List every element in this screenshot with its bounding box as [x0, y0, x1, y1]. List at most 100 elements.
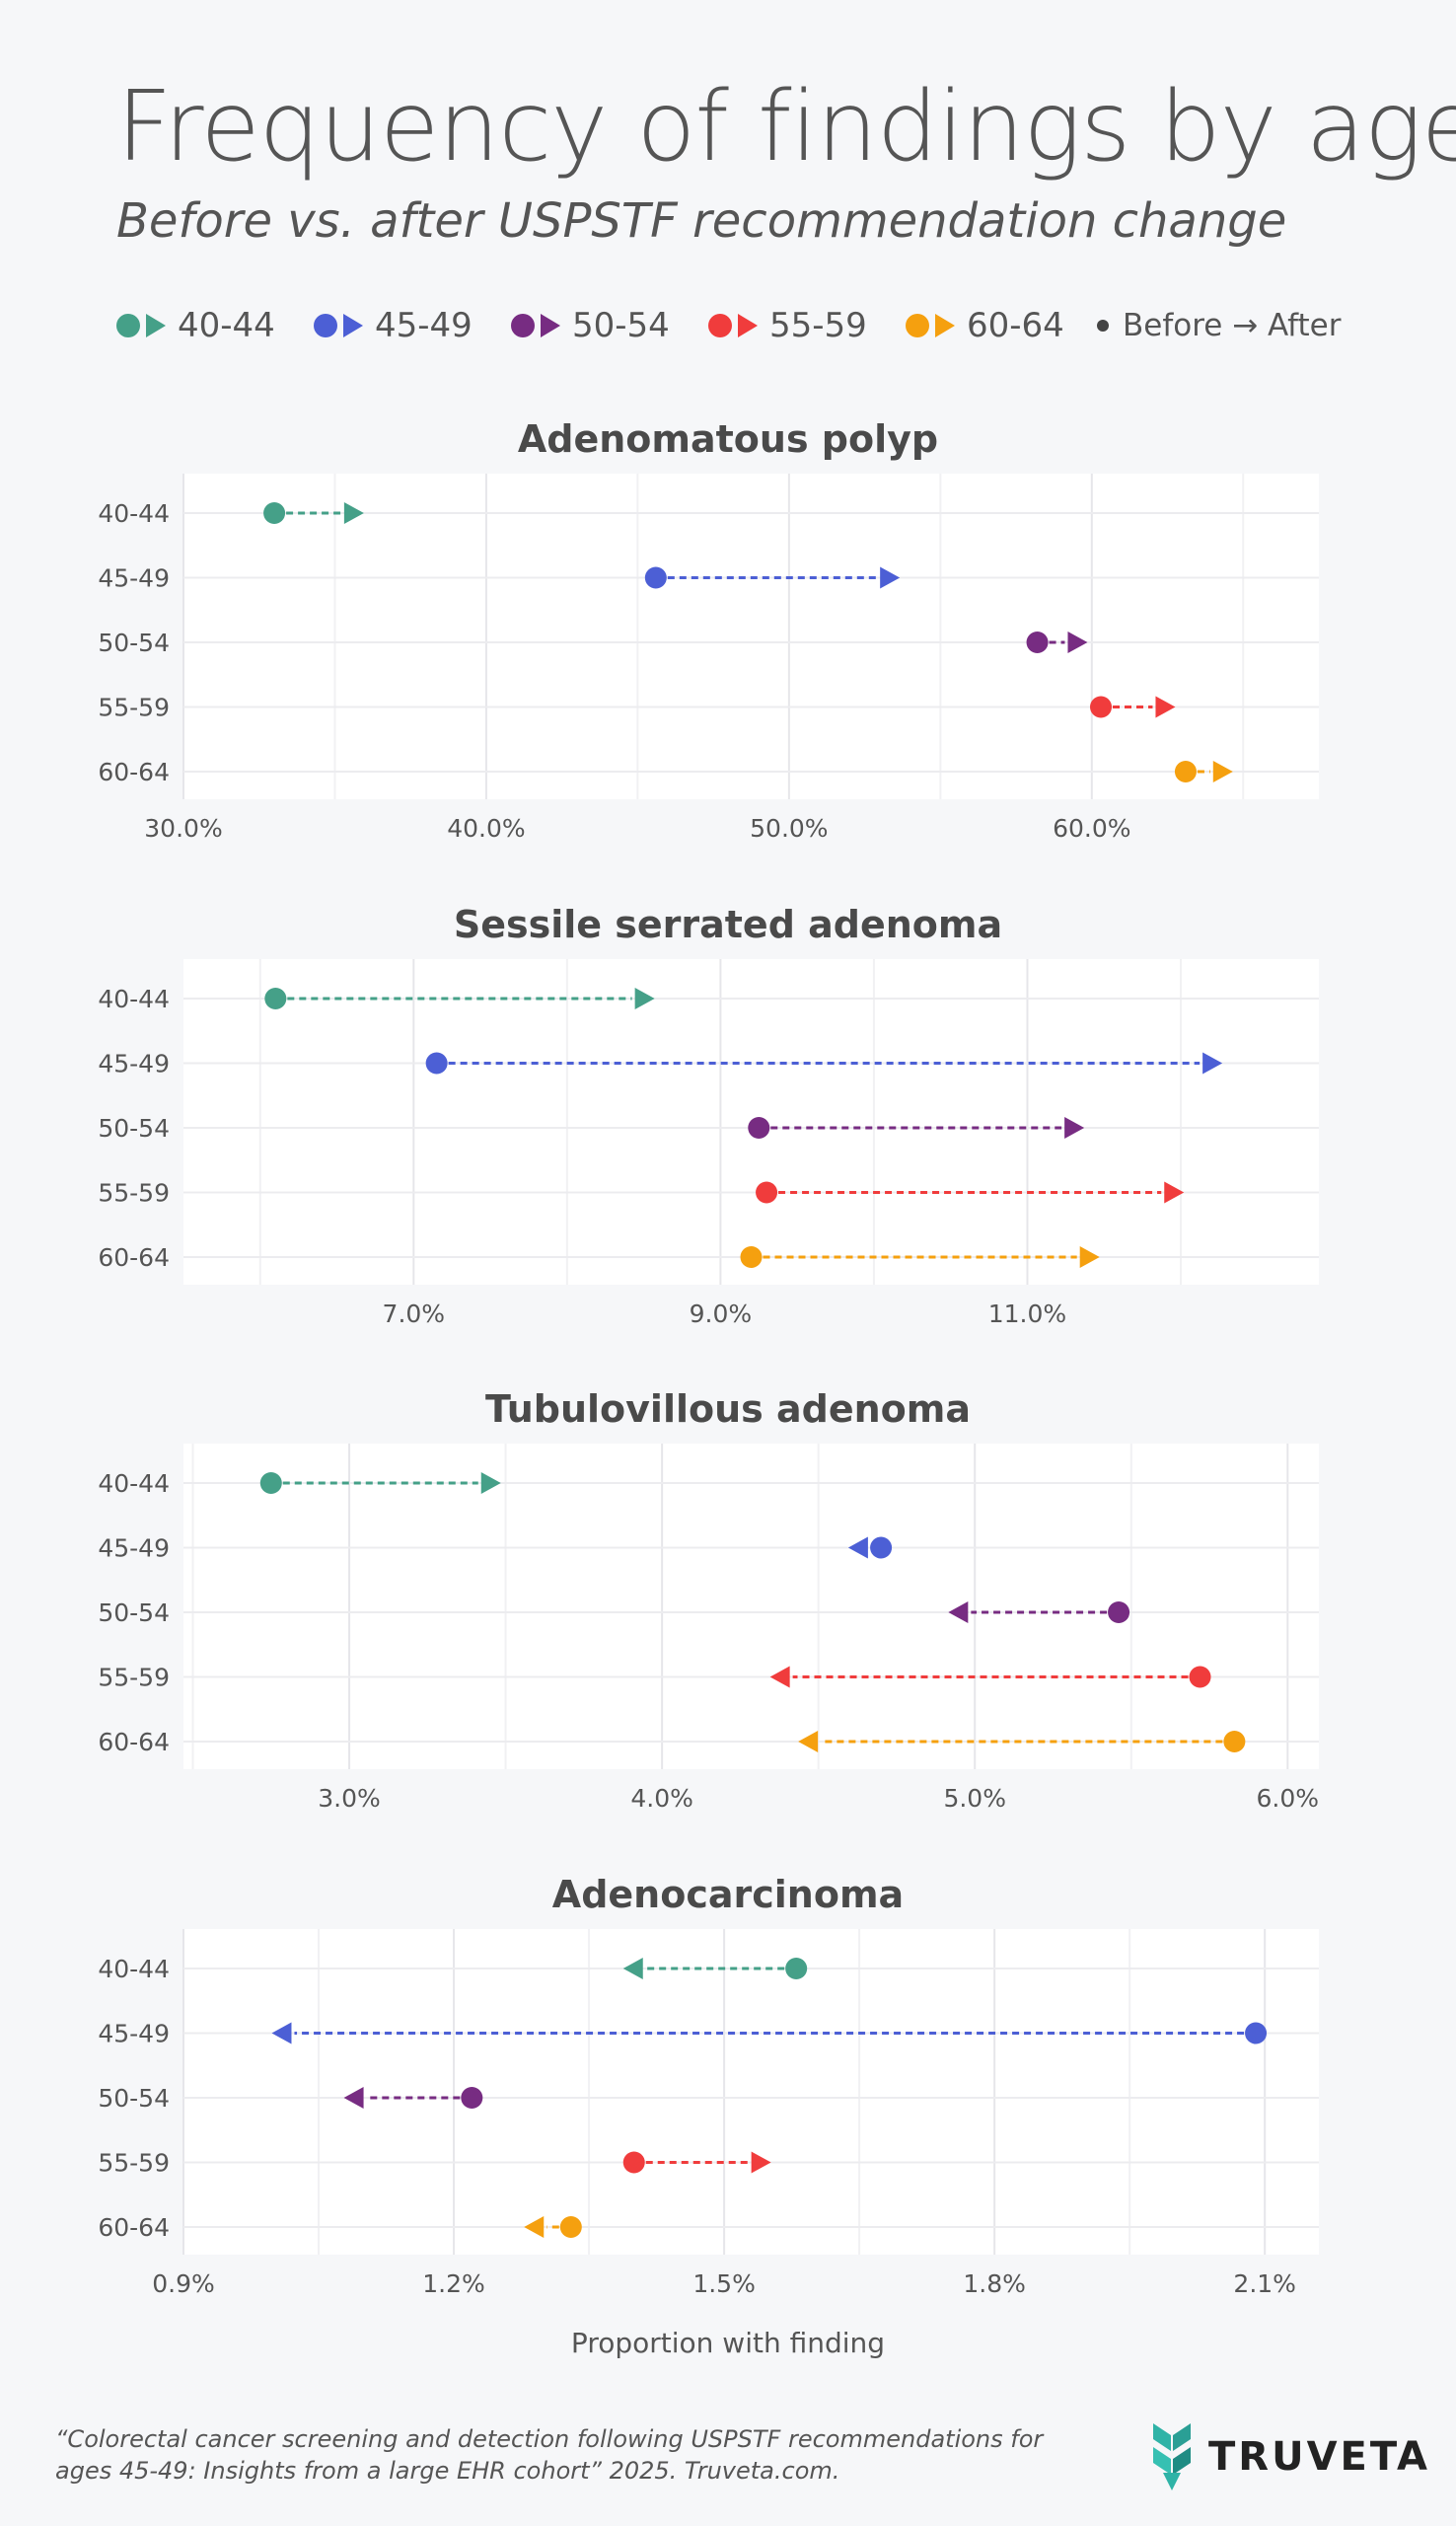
y-category-label: 55-59 — [98, 1664, 170, 1692]
before-marker — [1108, 1601, 1130, 1623]
dot-icon — [1097, 320, 1109, 332]
y-category-label: 55-59 — [98, 694, 170, 722]
y-category-label: 55-59 — [98, 2149, 170, 2178]
x-tick-label: 1.8% — [963, 2269, 1026, 2298]
legend-item-60-64[interactable]: 60-64 — [902, 298, 1064, 353]
before-marker — [264, 988, 287, 1009]
plot-area — [183, 474, 1319, 799]
before-marker — [263, 502, 286, 524]
y-category-label: 50-54 — [98, 2084, 170, 2113]
y-category-label: 50-54 — [98, 1114, 170, 1143]
x-tick-label: 6.0% — [1257, 1784, 1320, 1813]
brand-name: TRUVETA — [1208, 2434, 1430, 2480]
x-tick-label: 1.2% — [422, 2269, 485, 2298]
y-category-label: 40-44 — [98, 1469, 170, 1498]
after-marker — [1064, 1117, 1085, 1139]
y-category-label: 40-44 — [98, 985, 170, 1013]
x-tick-label: 50.0% — [750, 814, 828, 843]
y-category-label: 55-59 — [98, 1179, 170, 1208]
y-category-label: 45-49 — [98, 2020, 170, 2048]
x-tick-label: 9.0% — [690, 1300, 753, 1328]
y-category-label: 60-64 — [98, 2213, 170, 2242]
after-marker — [1067, 632, 1088, 653]
x-tick-label: 60.0% — [1053, 814, 1130, 843]
y-category-label: 45-49 — [98, 1050, 170, 1078]
x-tick-label: 11.0% — [988, 1300, 1066, 1328]
y-category-label: 45-49 — [98, 564, 170, 593]
legend-swatch-icon — [314, 314, 363, 337]
x-tick-label: 1.5% — [692, 2269, 756, 2298]
before-marker — [644, 566, 667, 589]
y-category-label: 50-54 — [98, 629, 170, 657]
y-category-label: 40-44 — [98, 499, 170, 528]
legend-label: 40-44 — [178, 306, 275, 345]
before-marker — [1026, 632, 1049, 653]
after-marker — [343, 2087, 364, 2109]
before-marker — [785, 1958, 808, 1979]
after-marker — [1079, 1246, 1100, 1268]
y-category-label: 60-64 — [98, 1728, 170, 1756]
legend: 40-44 45-49 50-54 55-59 60-64 Before → A… — [112, 298, 1395, 353]
brand-logo[interactable]: TRUVETA — [1149, 2417, 1430, 2496]
after-marker — [798, 1731, 819, 1752]
legend-swatch-icon — [906, 314, 955, 337]
before-marker — [756, 1181, 778, 1204]
after-marker — [1202, 1052, 1223, 1075]
x-tick-label: 40.0% — [447, 814, 525, 843]
before-marker — [1174, 761, 1197, 782]
after-marker — [1164, 1181, 1185, 1204]
legend-item-50-54[interactable]: 50-54 — [507, 298, 670, 353]
after-marker — [634, 988, 655, 1009]
panel-title: Tubulovillous adenoma — [485, 1387, 971, 1431]
legend-swatch-icon — [708, 314, 758, 337]
truveta-logo-icon — [1153, 2423, 1191, 2490]
x-tick-label: 2.1% — [1233, 2269, 1296, 2298]
legend-swatch-icon — [511, 314, 560, 337]
after-marker — [880, 566, 901, 589]
y-category-label: 40-44 — [98, 1955, 170, 1983]
panel-title: Sessile serrated adenoma — [454, 903, 1002, 946]
before-marker — [425, 1052, 448, 1075]
before-marker — [870, 1536, 893, 1559]
before-marker — [740, 1246, 763, 1268]
legend-swatch-icon — [116, 314, 166, 337]
legend-note: Before → After — [1097, 298, 1341, 353]
before-marker — [559, 2216, 582, 2238]
before-marker — [1189, 1666, 1211, 1688]
legend-item-55-59[interactable]: 55-59 — [704, 298, 867, 353]
after-marker — [948, 1601, 969, 1623]
before-marker — [461, 2087, 483, 2109]
before-marker — [1245, 2022, 1268, 2044]
before-marker — [259, 1472, 282, 1494]
x-tick-label: 30.0% — [144, 814, 222, 843]
legend-label: 50-54 — [572, 306, 670, 345]
x-tick-label: 3.0% — [318, 1784, 381, 1813]
before-marker — [1223, 1731, 1246, 1752]
plot-area — [183, 1929, 1319, 2255]
x-tick-label: 4.0% — [630, 1784, 693, 1813]
legend-label: 55-59 — [769, 306, 867, 345]
page-title: Frequency of findings by age — [116, 71, 1456, 184]
panel-title: Adenocarcinoma — [552, 1873, 904, 1916]
legend-item-45-49[interactable]: 45-49 — [310, 298, 473, 353]
x-axis-title: Proportion with finding — [570, 2327, 886, 2359]
after-marker — [847, 1536, 868, 1559]
x-tick-label: 7.0% — [383, 1300, 446, 1328]
after-marker — [1212, 761, 1233, 782]
after-marker — [480, 1472, 501, 1494]
legend-label: 45-49 — [375, 306, 473, 345]
x-tick-label: 5.0% — [943, 1784, 1006, 1813]
source-citation: “Colorectal cancer screening and detecti… — [55, 2425, 1044, 2485]
legend-label: 60-64 — [967, 306, 1064, 345]
before-marker — [1090, 696, 1113, 718]
after-marker — [271, 2022, 292, 2044]
after-marker — [751, 2151, 771, 2174]
plot-area — [183, 1444, 1319, 1769]
before-marker — [748, 1117, 770, 1139]
panel-title: Adenomatous polyp — [518, 417, 938, 461]
legend-item-40-44[interactable]: 40-44 — [112, 298, 275, 353]
y-category-label: 60-64 — [98, 1243, 170, 1272]
after-marker — [622, 1958, 643, 1979]
y-category-label: 60-64 — [98, 758, 170, 786]
x-tick-label: 0.9% — [152, 2269, 215, 2298]
